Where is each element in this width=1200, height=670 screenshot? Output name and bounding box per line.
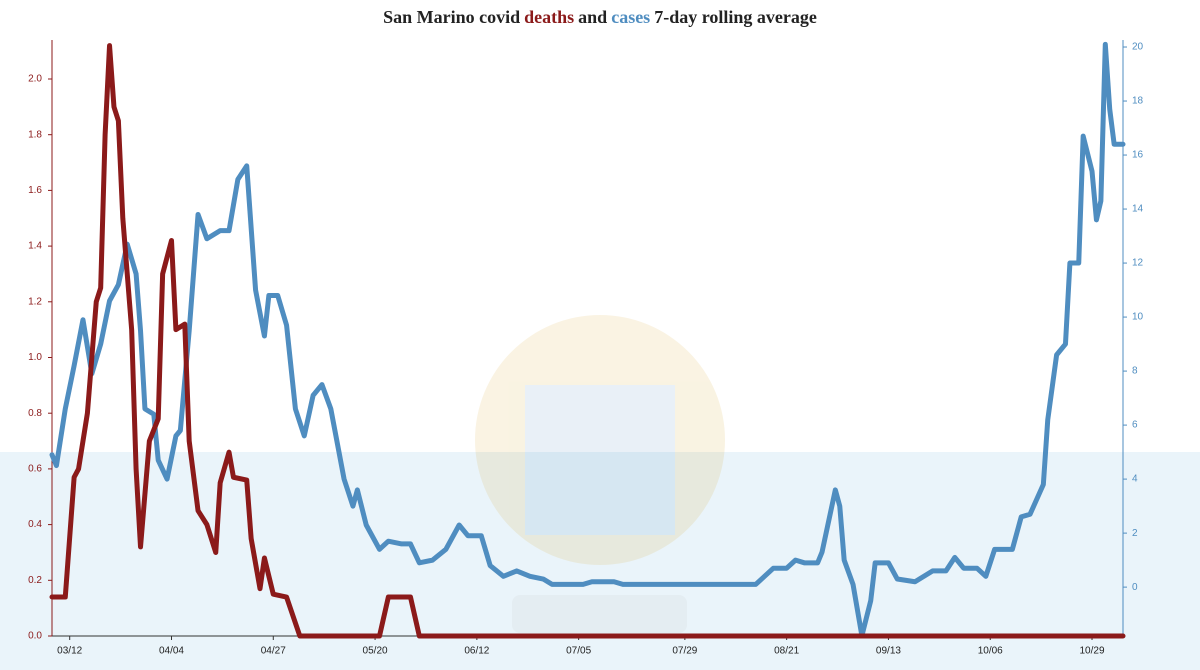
y2-tick-label: 14	[1132, 204, 1144, 215]
y2-tick-label: 18	[1132, 96, 1144, 107]
y2-tick-label: 6	[1132, 420, 1138, 431]
series-line	[49, 43, 1126, 639]
x-tick-label: 06/12	[464, 646, 489, 657]
x-tick-label: 04/04	[159, 646, 184, 657]
title-text: and	[578, 7, 608, 27]
y2-tick-label: 2	[1132, 528, 1138, 539]
y-tick-label: 1.8	[28, 129, 42, 140]
y-tick-label: 2.0	[28, 74, 42, 85]
x-tick-label: 07/29	[672, 646, 697, 657]
y-tick-label: 0.4	[28, 519, 42, 530]
y2-tick-label: 4	[1132, 474, 1138, 485]
y-tick-label: 1.2	[28, 296, 42, 307]
y2-tick-label: 16	[1132, 150, 1144, 161]
y2-tick-label: 0	[1132, 582, 1138, 593]
x-tick-label: 10/06	[978, 646, 1003, 657]
title-text: San Marino covid	[383, 7, 521, 27]
y2-tick-label: 10	[1132, 312, 1144, 323]
x-tick-label: 07/05	[566, 646, 591, 657]
y2-tick-label: 12	[1132, 258, 1144, 269]
y-tick-label: 0.6	[28, 464, 42, 475]
title-series: deaths	[524, 7, 575, 27]
x-tick-label: 04/27	[261, 646, 286, 657]
emblem	[475, 315, 725, 633]
y-tick-label: 0.8	[28, 408, 42, 419]
chart-title: San Marino covid deaths and cases 7-day roll…	[0, 7, 1200, 28]
y2-tick-label: 20	[1132, 42, 1144, 53]
x-tick-label: 08/21	[774, 646, 799, 657]
y-tick-label: 1.4	[28, 241, 42, 252]
y-tick-label: 1.0	[28, 352, 42, 363]
title-text: 7-day rolling average	[654, 7, 817, 27]
y-tick-label: 0.0	[28, 631, 42, 642]
y2-tick-label: 8	[1132, 366, 1138, 377]
x-tick-label: 09/13	[876, 646, 901, 657]
title-series: cases	[611, 7, 651, 27]
y-tick-label: 1.6	[28, 185, 42, 196]
x-tick-label: 05/20	[363, 646, 388, 657]
x-tick-label: 10/29	[1080, 646, 1105, 657]
y-tick-label: 0.2	[28, 575, 42, 586]
x-tick-label: 03/12	[57, 646, 82, 657]
series-line	[49, 41, 1126, 639]
